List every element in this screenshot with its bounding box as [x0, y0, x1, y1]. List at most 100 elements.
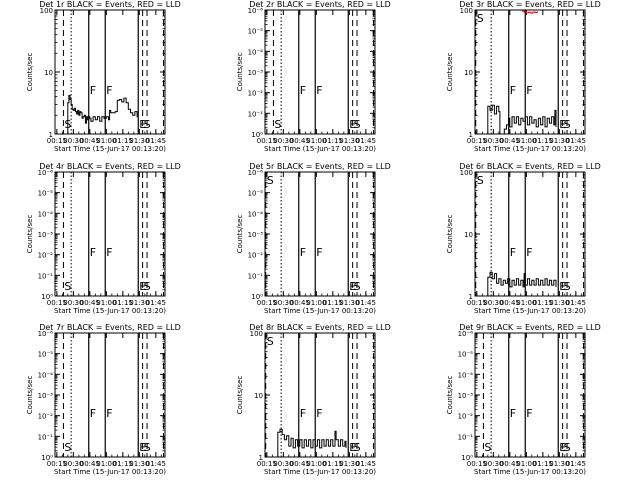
x-tick-label: 01:30	[129, 460, 149, 468]
y-tick-label: 10⁻⁶	[38, 169, 54, 177]
y-axis-label: Counts/sec	[236, 376, 244, 415]
x-tick-label: 01:15	[533, 137, 553, 145]
y-tick-label: 10	[44, 69, 53, 77]
marker-label-s: S	[354, 280, 361, 293]
panel-title: Det 2r BLACK = Events, RED = LLD	[249, 0, 391, 9]
x-tick-label: 01:00	[96, 460, 116, 468]
marker-label-s: S	[564, 118, 571, 131]
x-tick-label: 01:45	[146, 460, 166, 468]
marker-label-f: F	[106, 84, 112, 97]
y-tick-label: 1	[259, 454, 263, 462]
x-tick-label: 00:30	[483, 460, 503, 468]
marker-label-e: E	[349, 441, 356, 454]
y-tick-label: 1	[469, 293, 473, 301]
panel-title: Det 4r BLACK = Events, RED = LLD	[39, 162, 181, 171]
marker-label-e: E	[559, 118, 566, 131]
marker-label-s: S	[144, 118, 151, 131]
y-tick-label: 10⁻²	[248, 252, 264, 260]
y-tick-label: 10⁻⁵	[38, 190, 54, 198]
panel-title: Det 3r BLACK = Events, RED = LLD	[459, 0, 601, 9]
y-tick-label: 10⁻³	[458, 392, 474, 400]
marker-label-s: S	[64, 118, 71, 131]
y-tick-label: 10	[464, 231, 473, 239]
y-tick-label: 1	[49, 131, 53, 139]
x-tick-label: 01:45	[146, 299, 166, 307]
marker-label-f: F	[300, 84, 306, 97]
x-tick-label: 01:30	[339, 460, 359, 468]
x-axis-label: Start Time (15-Jun-17 00:13:20)	[54, 145, 166, 153]
x-tick-label: 00:45	[290, 299, 310, 307]
x-tick-label: 01:45	[566, 137, 586, 145]
x-tick-label: 01:00	[516, 299, 536, 307]
y-tick-label: 10⁻³	[248, 69, 264, 77]
y-tick-label: 10⁻⁶	[38, 330, 54, 338]
marker-label-s: S	[267, 174, 274, 187]
panel-det-8: Det 8r BLACK = Events, RED = LLD 1 10 100 00…	[236, 323, 391, 476]
x-tick-label: 00:30	[63, 299, 83, 307]
x-tick-label: 01:30	[129, 137, 149, 145]
x-tick-label: 00:15	[257, 137, 277, 145]
y-tick-label: 10⁻⁴	[38, 371, 54, 379]
x-tick-label: 01:00	[306, 299, 326, 307]
x-tick-label: 01:30	[549, 460, 569, 468]
panel-title: Det 8r BLACK = Events, RED = LLD	[249, 323, 391, 332]
panel-det-5: Det 5r BLACK = Events, RED = LLD 10⁰ 10⁻¹ 1…	[236, 162, 391, 315]
y-tick-label: 10⁻³	[38, 392, 54, 400]
y-tick-label: 10⁻⁶	[248, 169, 264, 177]
y-tick-label: 10⁻²	[458, 413, 474, 421]
panel-title: Det 7r BLACK = Events, RED = LLD	[39, 323, 181, 332]
y-tick-label: 10⁻³	[248, 231, 264, 239]
plot-area	[272, 10, 375, 134]
plot-area	[265, 172, 375, 296]
y-axis-label: Counts/sec	[26, 53, 34, 92]
plot-area	[62, 333, 165, 457]
y-tick-label: 10⁰	[251, 131, 263, 139]
x-tick-label: 01:30	[339, 137, 359, 145]
x-tick-label: 00:15	[257, 460, 277, 468]
marker-label-f: F	[300, 407, 306, 420]
panel-det-4: Det 4r BLACK = Events, RED = LLD 10⁰ 10⁻¹ 1…	[26, 162, 181, 315]
marker-label-f: F	[316, 246, 322, 259]
y-tick-label: 10⁻⁴	[248, 210, 264, 218]
y-tick-label: 10⁻⁵	[38, 351, 54, 359]
x-tick-label: 01:30	[129, 299, 149, 307]
x-tick-label: 01:00	[516, 460, 536, 468]
x-axis-label: Start Time (15-Jun-17 00:13:20)	[474, 468, 586, 476]
y-axis-label: Counts/sec	[26, 376, 34, 415]
y-tick-label: 10⁻²	[248, 90, 264, 98]
panel-det-2: Det 2r BLACK = Events, RED = LLD 10⁰ 10⁻¹ 1…	[236, 0, 391, 153]
y-tick-label: 10⁻⁴	[38, 210, 54, 218]
y-tick-label: 10⁻⁵	[248, 28, 264, 36]
y-tick-label: 10⁰	[461, 454, 473, 462]
y-tick-label: 10	[464, 69, 473, 77]
x-tick-label: 01:45	[356, 137, 376, 145]
marker-label-e: E	[139, 280, 146, 293]
marker-label-f: F	[526, 407, 532, 420]
marker-label-s: S	[477, 12, 484, 25]
y-tick-label: 10⁰	[251, 293, 263, 301]
marker-label-e: E	[139, 118, 146, 131]
marker-label-f: F	[510, 407, 516, 420]
y-tick-label: 10⁻⁶	[248, 7, 264, 15]
y-tick-label: 100	[250, 330, 263, 338]
x-tick-label: 01:45	[146, 137, 166, 145]
panel-title: Det 1r BLACK = Events, RED = LLD	[39, 0, 181, 9]
x-axis-label: Start Time (15-Jun-17 00:13:20)	[474, 307, 586, 315]
y-tick-label: 10⁻⁴	[248, 48, 264, 56]
x-tick-label: 01:45	[356, 460, 376, 468]
y-axis-label: Counts/sec	[236, 215, 244, 254]
marker-label-e: E	[139, 441, 146, 454]
marker-label-s: S	[267, 335, 274, 348]
x-tick-label: 01:15	[533, 460, 553, 468]
y-axis-label: Counts/sec	[26, 215, 34, 254]
x-tick-label: 01:00	[96, 299, 116, 307]
x-tick-label: 00:15	[467, 299, 487, 307]
plot-area	[62, 10, 165, 134]
y-tick-label: 10⁻¹	[248, 272, 264, 280]
x-tick-label: 01:30	[549, 299, 569, 307]
marker-label-s: S	[144, 441, 151, 454]
y-tick-label: 100	[40, 7, 53, 15]
plot-area	[475, 10, 585, 134]
x-tick-label: 01:45	[356, 299, 376, 307]
